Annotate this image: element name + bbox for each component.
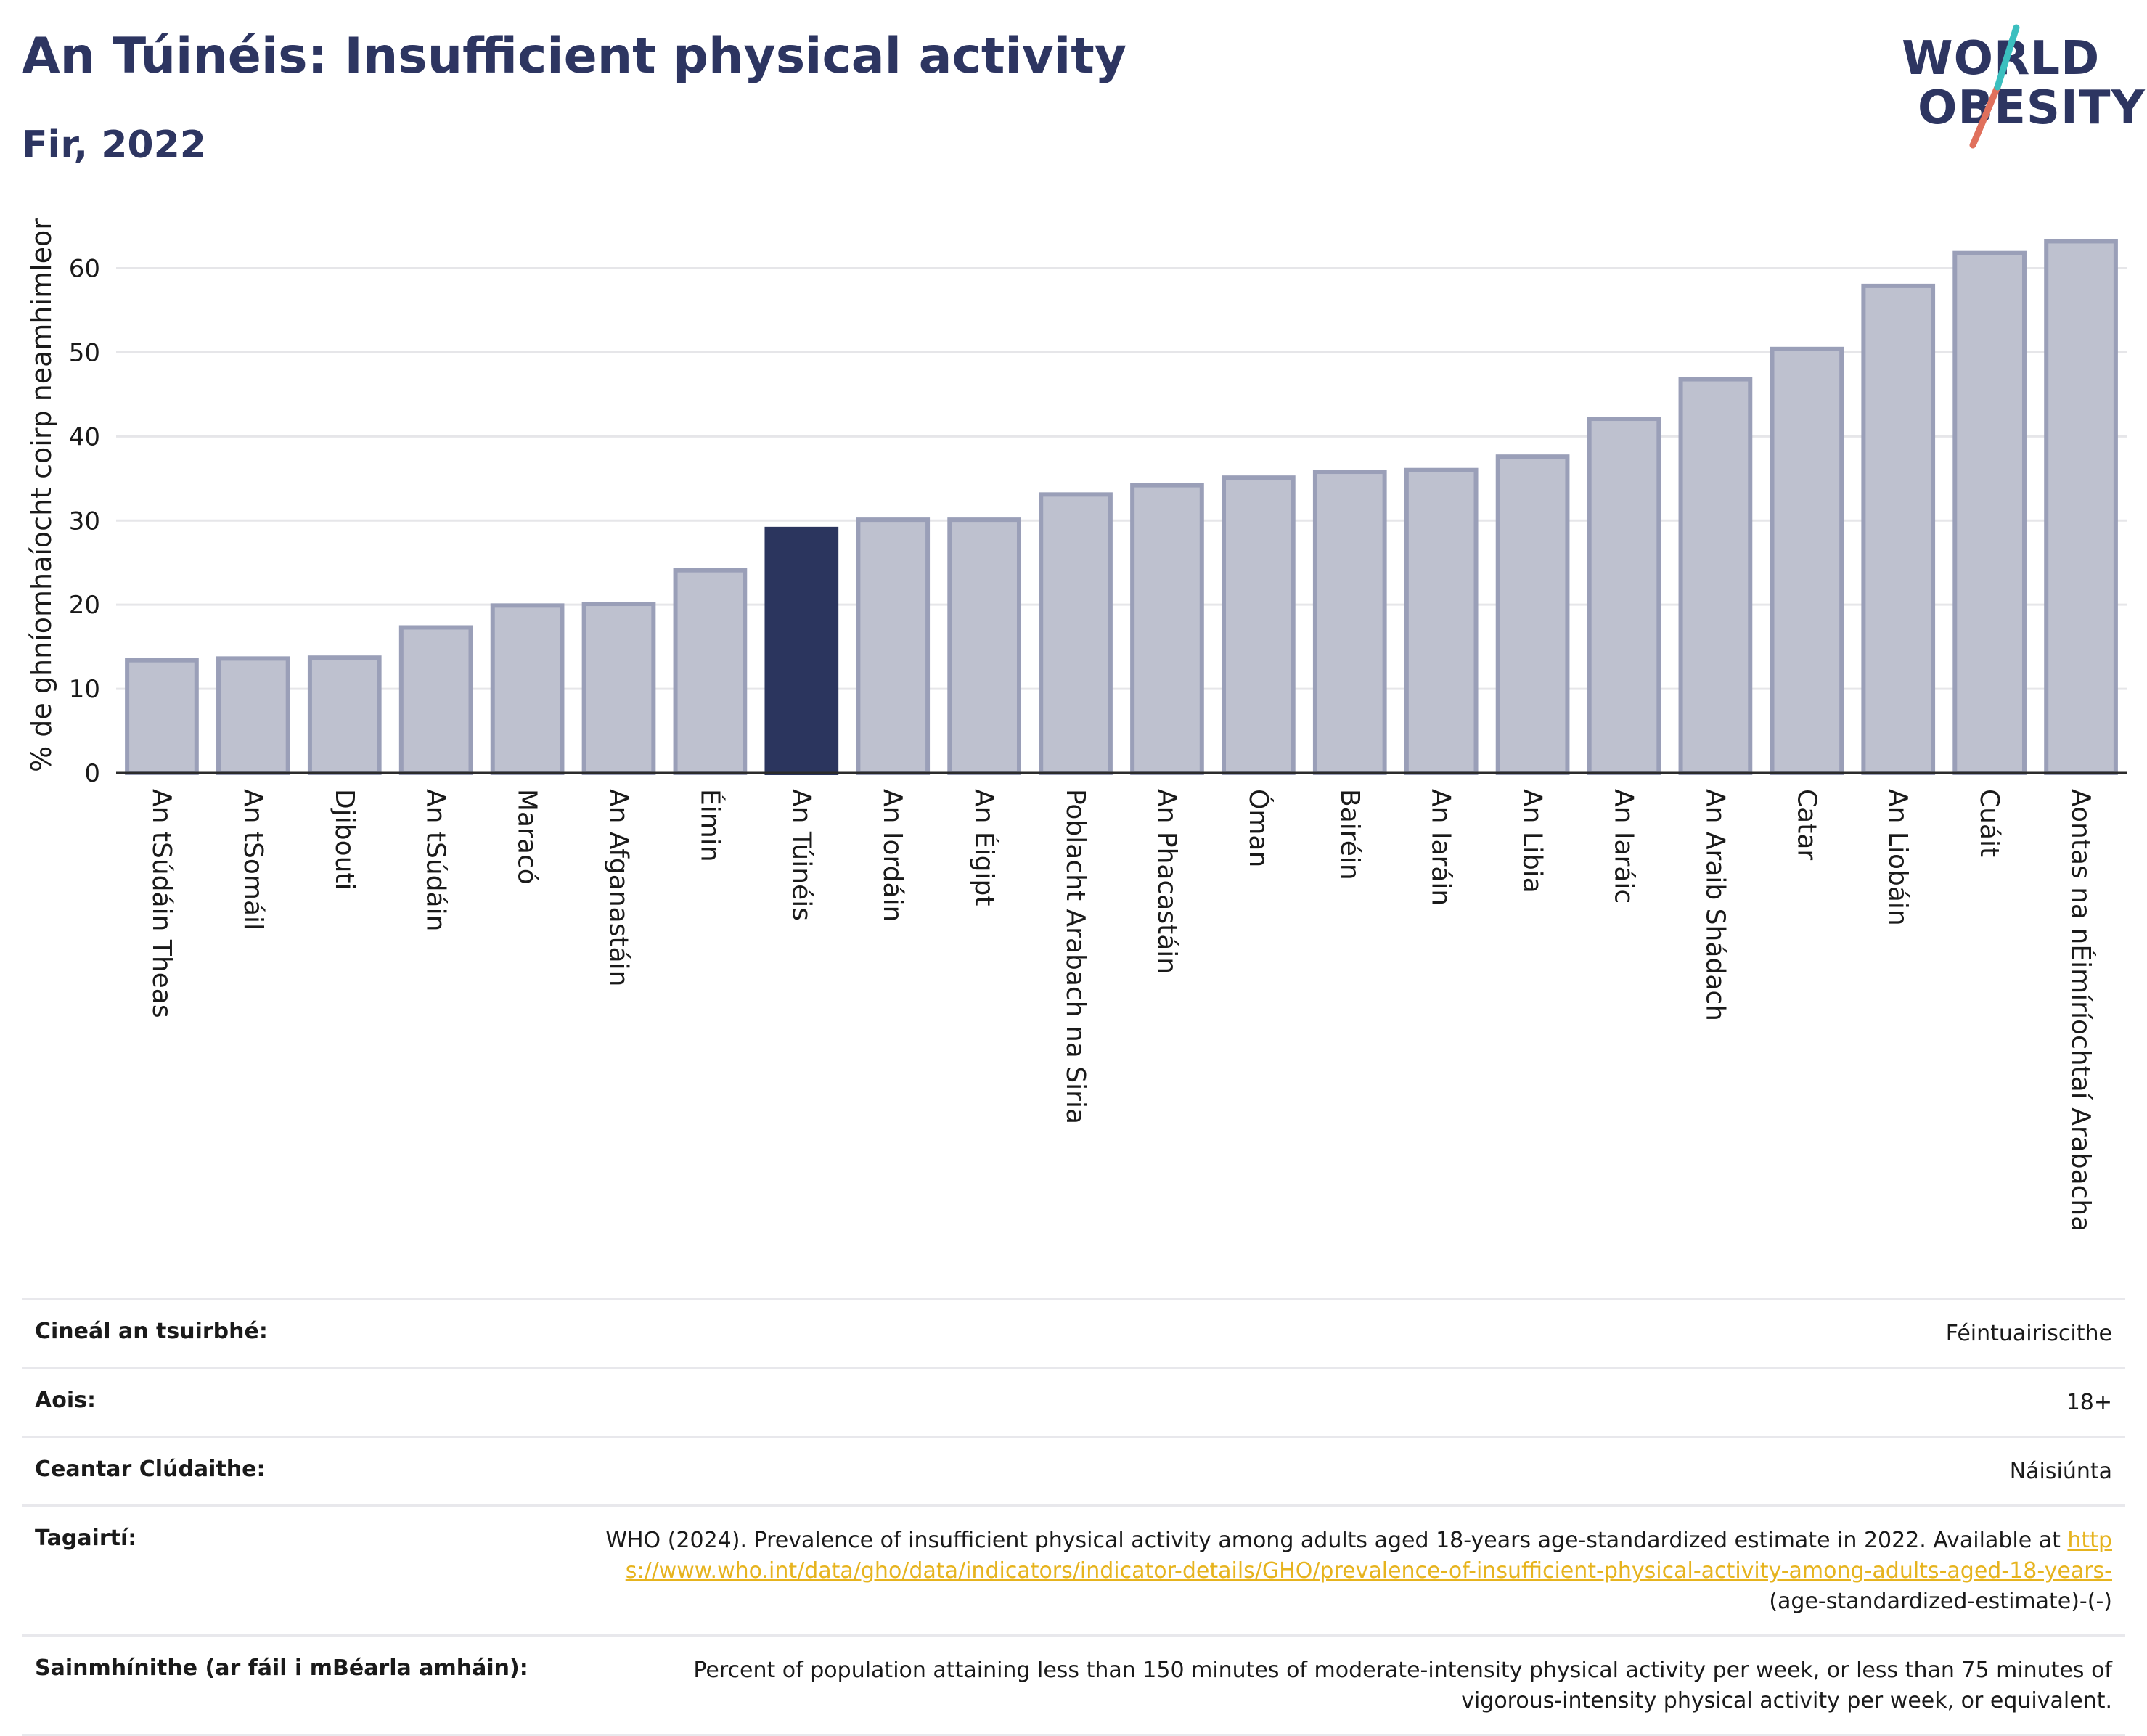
y-tick-label: 20 — [69, 591, 100, 620]
x-tick-label: An Afganastáin — [604, 789, 634, 986]
x-tick-label: An tSomáil — [238, 789, 268, 930]
bar — [1587, 417, 1661, 775]
bar-chart: 0 10 20 30 40 50 60 % de ghníomhaíocht coirp ne… — [25, 218, 2127, 1232]
x-tick-label: Maracó — [512, 789, 542, 885]
bar — [947, 517, 1021, 775]
age-label: Aois: — [35, 1388, 96, 1413]
x-tick-label: An tSúdáin — [421, 789, 451, 931]
bar — [125, 658, 199, 775]
meta-row-references: Tagairtí: WHO (2024). Prevalence of insu… — [22, 1504, 2125, 1634]
x-tick-label: Bairéin — [1335, 789, 1365, 880]
bar — [1130, 483, 1204, 775]
bar — [216, 656, 290, 776]
bar — [490, 603, 565, 775]
metadata-table: Cineál an tsuirbhé: Féintuairiscithe Aoi… — [22, 1298, 2125, 1736]
x-tick-label: An tSúdáin Theas — [147, 789, 176, 1018]
x-tick-label: An Éigipt — [969, 789, 999, 906]
references-text: WHO (2024). Prevalence of insufficient p… — [605, 1528, 2061, 1553]
x-tick-label: An Túinéis — [786, 789, 816, 921]
survey-type-value: Féintuairiscithe — [1945, 1321, 2112, 1346]
meta-row-survey-type: Cineál an tsuirbhé: Féintuairiscithe — [22, 1298, 2125, 1367]
bar — [1678, 377, 1753, 775]
bar — [581, 602, 656, 775]
references-value: WHO (2024). Prevalence of insufficient p… — [588, 1526, 2112, 1617]
age-value: 18+ — [2066, 1390, 2112, 1415]
x-tick-label: An Liobáin — [1883, 789, 1913, 926]
bar — [1039, 492, 1113, 775]
meta-row-coverage: Ceantar Clúdaithe: Náisiúnta — [22, 1436, 2125, 1504]
bar — [673, 568, 748, 776]
x-tick-label: Catar — [1791, 789, 1821, 860]
bar — [1770, 346, 1844, 775]
bar — [1312, 470, 1387, 775]
bar — [1404, 467, 1479, 775]
y-tick-label: 0 — [84, 759, 100, 788]
logo-slash-icon — [1969, 24, 2020, 149]
x-tick-label: Djibouti — [330, 789, 359, 890]
x-tick-label: An Iaráic — [1609, 789, 1639, 904]
y-tick-label: 30 — [69, 507, 100, 536]
bar — [1952, 250, 2027, 775]
x-tick-label: Poblacht Arabach na Siria — [1060, 789, 1090, 1124]
chart-title: An Túinéis: Insufficient physical activi… — [22, 28, 1127, 85]
x-tick-label: Óman — [1243, 789, 1274, 867]
x-tick-label: An Araib Shádach — [1700, 789, 1730, 1021]
references-label: Tagairtí: — [35, 1526, 137, 1551]
x-tick-label: An Iaráin — [1426, 789, 1456, 906]
bar — [1222, 475, 1296, 775]
y-tick-label: 40 — [69, 422, 100, 451]
y-tick-label: 10 — [69, 675, 100, 704]
x-tick-label: Cuáit — [1974, 789, 2004, 857]
bar — [307, 655, 382, 775]
world-obesity-logo: WORLD OBESITY — [1887, 22, 2145, 152]
x-tick-label: An Phacastáin — [1152, 789, 1182, 974]
y-tick-label: 60 — [69, 255, 100, 284]
coverage-label: Ceantar Clúdaithe: — [35, 1457, 266, 1482]
chart-subtitle: Fir, 2022 — [22, 123, 206, 167]
bar — [764, 526, 839, 775]
references-link[interactable]: https://www.who.int/data/gho/data/indica… — [625, 1528, 2112, 1584]
x-tick-label: An Iordáin — [878, 789, 907, 922]
coverage-value: Náisiúnta — [2009, 1459, 2112, 1484]
y-axis-title: % de ghníomhaíocht coirp neamhimleor — [25, 218, 57, 772]
x-tick-label: Éimin — [695, 789, 725, 862]
bar — [1861, 283, 1936, 776]
x-tick-label: An Libia — [1518, 789, 1547, 893]
definitions-label: Sainmhínithe (ar fáil i mBéarla amháin): — [35, 1655, 528, 1681]
meta-row-definitions: Sainmhínithe (ar fáil i mBéarla amháin):… — [22, 1634, 2125, 1736]
meta-row-age: Aois: 18+ — [22, 1367, 2125, 1436]
logo-line-2: OBESITY — [1918, 81, 2146, 135]
references-suffix: (age-standardized-estimate)-(-) — [1769, 1589, 2112, 1614]
survey-type-label: Cineál an tsuirbhé: — [35, 1319, 268, 1344]
bar — [398, 625, 473, 776]
bar — [856, 517, 931, 775]
x-tick-label: Aontas na nÉimíríochtaí Arabacha — [2066, 789, 2096, 1232]
bar — [1495, 454, 1570, 775]
bar — [2044, 239, 2118, 776]
definitions-value: Percent of population attaining less tha… — [693, 1658, 2112, 1714]
y-tick-label: 50 — [69, 338, 100, 367]
